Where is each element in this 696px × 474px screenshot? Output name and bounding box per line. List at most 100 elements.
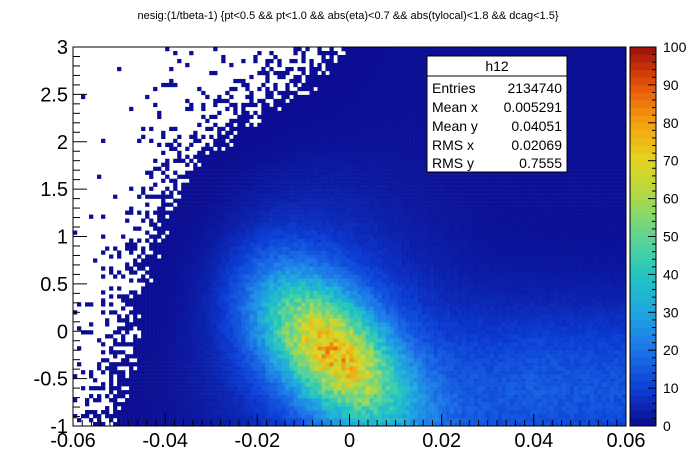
heatmap-cell — [149, 418, 154, 423]
heatmap-cell — [193, 326, 198, 331]
heatmap-cell — [317, 386, 322, 391]
heatmap-cell — [273, 274, 278, 279]
heatmap-cell — [553, 342, 559, 347]
heatmap-cell — [237, 374, 242, 379]
heatmap-cell — [493, 274, 499, 279]
heatmap-cell — [121, 362, 126, 367]
heatmap-cell — [353, 394, 358, 399]
heatmap-cell — [321, 370, 326, 375]
heatmap-cell — [153, 266, 158, 271]
heatmap-cell — [517, 350, 523, 355]
heatmap-cell — [89, 374, 94, 379]
heatmap-cell — [361, 314, 366, 319]
heatmap-cell — [333, 390, 338, 395]
heatmap-cell — [157, 318, 162, 323]
heatmap-cell — [137, 302, 142, 307]
heatmap-cell — [153, 410, 158, 415]
heatmap-cell — [241, 342, 246, 347]
heatmap-cell — [189, 410, 194, 415]
heatmap-cell — [557, 306, 563, 311]
heatmap-cell — [321, 278, 326, 283]
heatmap-cell — [193, 410, 198, 415]
heatmap-cell — [313, 322, 318, 327]
heatmap-cell — [241, 294, 246, 299]
heatmap-cell — [409, 306, 414, 311]
heatmap-cell — [145, 386, 150, 391]
heatmap-cell — [281, 298, 286, 303]
heatmap-cell — [533, 414, 539, 419]
heatmap-cell — [589, 326, 595, 331]
heatmap-cell — [489, 362, 495, 367]
heatmap-cell — [401, 326, 406, 331]
heatmap-cell — [561, 302, 567, 307]
heatmap-cell — [489, 294, 495, 299]
heatmap-cell — [285, 350, 290, 355]
heatmap-cell — [585, 338, 591, 343]
heatmap-cell — [241, 382, 246, 387]
heatmap-cell — [433, 326, 438, 331]
heatmap-cell — [613, 286, 619, 291]
heatmap-cell — [509, 326, 515, 331]
heatmap-cell — [261, 326, 266, 331]
heatmap-cell — [181, 414, 186, 419]
heatmap-cell — [617, 418, 623, 423]
heatmap-cell — [361, 398, 366, 403]
heatmap-cell — [433, 298, 438, 303]
heatmap-cell — [521, 378, 527, 383]
heatmap-cell — [357, 294, 362, 299]
heatmap-cell — [325, 294, 330, 299]
heatmap-cell — [333, 378, 338, 383]
heatmap-cell — [317, 414, 322, 419]
heatmap-cell — [229, 334, 234, 339]
heatmap-cell — [309, 270, 314, 275]
heatmap-cell — [425, 330, 430, 335]
heatmap-cell — [325, 386, 330, 391]
heatmap-cell — [497, 282, 503, 287]
heatmap-cell — [169, 270, 174, 275]
heatmap-cell — [245, 338, 250, 343]
heatmap-cell — [157, 266, 162, 271]
heatmap-cell — [401, 410, 406, 415]
heatmap-cell — [549, 394, 555, 399]
heatmap-cell — [213, 338, 218, 343]
heatmap-cell — [233, 402, 238, 407]
heatmap-cell — [177, 370, 182, 375]
heatmap-cell — [453, 374, 458, 379]
heatmap-cell — [453, 294, 458, 299]
heatmap-cell — [285, 274, 290, 279]
heatmap-cell — [449, 298, 454, 303]
heatmap-cell — [377, 350, 382, 355]
heatmap-cell — [253, 398, 258, 403]
heatmap-cell — [285, 358, 290, 363]
heatmap-cell — [281, 282, 286, 287]
heatmap-cell — [389, 362, 394, 367]
heatmap-cell — [145, 330, 150, 335]
heatmap-cell — [537, 406, 543, 411]
heatmap-cell — [405, 362, 410, 367]
heatmap-cell — [465, 298, 470, 303]
heatmap-cell — [565, 354, 571, 359]
heatmap-cell — [397, 402, 402, 407]
heatmap-cell — [253, 366, 258, 371]
heatmap-cell — [397, 314, 402, 319]
heatmap-cell — [353, 354, 358, 359]
heatmap-cell — [453, 354, 458, 359]
heatmap-cell — [521, 322, 527, 327]
heatmap-cell — [245, 322, 250, 327]
heatmap-cell — [493, 318, 499, 323]
heatmap-cell — [361, 346, 366, 351]
heatmap-cell — [469, 270, 474, 275]
heatmap-cell — [165, 342, 170, 347]
heatmap-cell — [277, 342, 282, 347]
heatmap-cell — [257, 390, 262, 395]
heatmap-cell — [417, 306, 422, 311]
heatmap-cell — [245, 306, 250, 311]
heatmap-cell — [613, 382, 619, 387]
heatmap-cell — [325, 350, 330, 355]
heatmap-cell — [197, 298, 202, 303]
heatmap-cell — [505, 298, 511, 303]
heatmap-cell — [557, 398, 563, 403]
heatmap-cell — [281, 334, 286, 339]
heatmap-cell — [473, 418, 478, 423]
heatmap-cell — [277, 306, 282, 311]
